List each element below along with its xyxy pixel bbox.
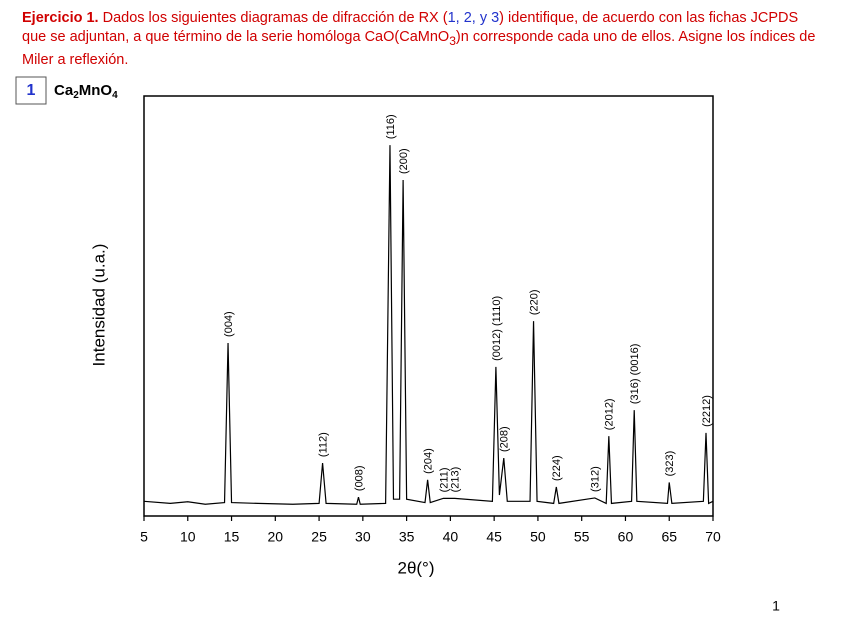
x-tick-label: 25 bbox=[311, 529, 327, 545]
peak-label: (116) bbox=[385, 114, 397, 139]
peak-label: (220) bbox=[528, 289, 540, 315]
exercise-label: Ejercicio 1. bbox=[22, 10, 99, 26]
peak-label: (2212) bbox=[701, 395, 713, 427]
x-tick-label: 40 bbox=[443, 529, 459, 545]
xrd-line bbox=[143, 145, 714, 505]
x-tick-label: 55 bbox=[574, 529, 590, 545]
text: ) identifique, de acuerdo con las fichas… bbox=[22, 10, 799, 45]
peak-label: (004) bbox=[223, 311, 235, 337]
x-tick-label: 30 bbox=[355, 529, 371, 545]
compound: Ca2MnO4 bbox=[54, 82, 118, 101]
figure-box bbox=[15, 76, 47, 105]
peak-label: (213) bbox=[450, 467, 462, 493]
peak-label: (312) bbox=[590, 466, 602, 492]
x-tick-label: 20 bbox=[268, 529, 284, 545]
t: Ca bbox=[54, 82, 74, 99]
peak-label: (211) bbox=[438, 467, 450, 492]
t: 4 bbox=[112, 90, 118, 101]
t: MnO bbox=[79, 82, 113, 99]
x-tick-label: 5 bbox=[140, 529, 148, 545]
peak-label: (208) bbox=[499, 426, 511, 452]
t: 2 bbox=[73, 90, 79, 101]
exercise-text: Ejercicio 1. Dados los siguientes diagra… bbox=[22, 9, 822, 70]
x-tick-label: 35 bbox=[399, 529, 415, 545]
x-tick-label: 10 bbox=[180, 529, 196, 545]
peak-label: (112) bbox=[317, 432, 329, 457]
plot-frame bbox=[143, 95, 714, 517]
text: Dados los siguientes diagramas de difrac… bbox=[102, 10, 448, 26]
x-tick-label: 45 bbox=[486, 529, 502, 545]
x-tick-label: 65 bbox=[661, 529, 677, 545]
x-tick-label: 70 bbox=[705, 529, 721, 545]
page-number: 1 bbox=[772, 598, 780, 614]
peak-label: (2012) bbox=[604, 398, 616, 430]
peak-label: (0012) (1110) bbox=[491, 296, 503, 361]
peak-label: (224) bbox=[551, 455, 563, 481]
peak-label: (200) bbox=[398, 148, 410, 174]
x-tick-label: 50 bbox=[530, 529, 546, 545]
peak-label: (204) bbox=[423, 448, 435, 474]
x-tick-label: 60 bbox=[618, 529, 634, 545]
x-axis-label: 2θ(°) bbox=[397, 558, 434, 577]
peak-label: (008) bbox=[353, 465, 365, 491]
subscript: 3 bbox=[449, 33, 456, 48]
y-axis-label: Intensidad (u.a.) bbox=[89, 244, 108, 367]
text: 1, 2, y 3 bbox=[447, 10, 500, 26]
peak-label: (323) bbox=[664, 451, 676, 477]
text: )n corresponde cada uno de ellos. Asigne… bbox=[22, 29, 816, 68]
x-tick-label: 15 bbox=[224, 529, 240, 545]
peak-label: (316) (0016) bbox=[629, 344, 641, 405]
figure-number: 1 bbox=[27, 82, 36, 99]
